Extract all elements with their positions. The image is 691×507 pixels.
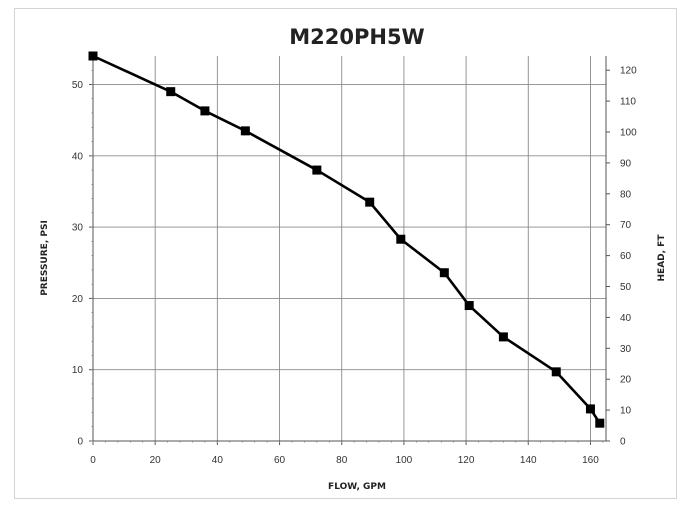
y-axis-label: PRESSURE, PSI — [40, 220, 50, 296]
y2-tick-label: 50 — [620, 282, 632, 293]
y-tick-label: 0 — [77, 437, 83, 448]
data-point — [498, 332, 508, 342]
y2-tick-label: 80 — [620, 189, 632, 200]
y2-tick-label: 100 — [620, 128, 637, 139]
y2-tick-label: 40 — [620, 313, 632, 324]
data-point — [88, 51, 98, 61]
y2-tick-label: 60 — [620, 251, 632, 262]
series — [88, 51, 605, 428]
x-tick-label: 120 — [458, 455, 475, 466]
data-point — [464, 301, 474, 311]
data-point — [551, 367, 561, 377]
y2-axis-label: HEAD, FT — [657, 234, 667, 282]
y-tick-label: 30 — [72, 223, 84, 234]
x-tick-label: 40 — [212, 455, 224, 466]
x-tick-label: 140 — [520, 455, 537, 466]
grid — [93, 56, 606, 441]
x-tick-labels: 0 20 40 60 80 100 120 140 160 — [90, 455, 599, 466]
chart-frame — [14, 8, 677, 499]
data-point — [312, 165, 322, 175]
x-tick-label: 0 — [90, 455, 96, 466]
x-tick-label: 20 — [150, 455, 162, 466]
y-tick-label: 10 — [72, 365, 84, 376]
y2-tick-label: 120 — [620, 66, 637, 77]
y2-tick-label: 70 — [620, 220, 632, 231]
data-point — [585, 404, 595, 414]
y2-tick-label: 90 — [620, 158, 632, 169]
data-point — [439, 268, 449, 278]
y-tick-label: 40 — [72, 151, 84, 162]
y2-tick-label: 30 — [620, 344, 632, 355]
series-line — [92, 54, 601, 424]
x-tick-label: 100 — [396, 455, 413, 466]
data-point — [396, 234, 406, 244]
data-point — [166, 87, 176, 97]
data-point — [365, 197, 375, 207]
y-right-tick-labels: 0 10 20 30 40 50 60 70 80 90 100 110 120 — [620, 66, 637, 448]
y-tick-label: 50 — [72, 80, 84, 91]
x-tick-label: 60 — [274, 455, 286, 466]
x-axis-label: FLOW, GPM — [328, 482, 386, 492]
y2-tick-label: 110 — [620, 97, 636, 108]
x-tick-label: 80 — [336, 455, 348, 466]
chart-title: M220PH5W — [289, 25, 424, 49]
y2-tick-label: 20 — [620, 375, 632, 386]
y2-tick-label: 0 — [620, 437, 626, 448]
data-point — [200, 106, 210, 116]
axes — [89, 55, 610, 445]
x-tick-label: 160 — [582, 455, 599, 466]
y2-tick-label: 10 — [620, 406, 632, 417]
y-tick-label: 20 — [72, 294, 84, 305]
data-point — [240, 126, 250, 136]
data-point — [595, 418, 605, 428]
y-left-tick-labels: 0 10 20 30 40 50 — [72, 80, 84, 447]
